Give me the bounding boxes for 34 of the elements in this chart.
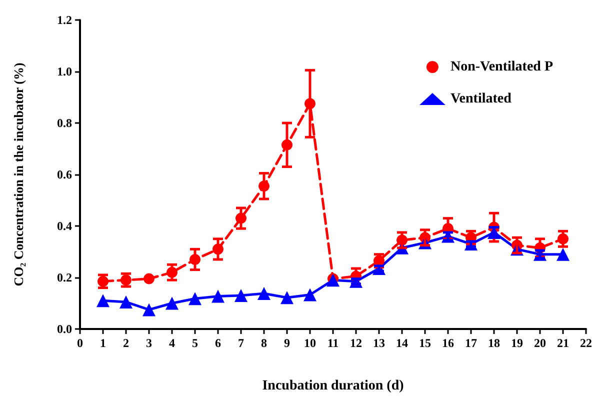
x-tick-label: 8: [261, 336, 267, 350]
x-tick-label: 14: [396, 336, 408, 350]
legend-label: Non-Ventilated P: [450, 60, 554, 74]
x-tick-label: 9: [284, 336, 290, 350]
y-tick-label: 1.0: [57, 64, 72, 78]
y-tick-label: 0.0: [57, 322, 72, 336]
x-tick-label: 0: [77, 336, 83, 350]
x-axis-title: Incubation duration (d): [262, 378, 404, 394]
y-tick-label: 0.8: [57, 116, 72, 130]
y-tick-label: 0.6: [57, 168, 72, 182]
x-tick-label: 4: [169, 336, 175, 350]
x-tick-label: 16: [442, 336, 454, 350]
x-tick-label: 21: [557, 336, 569, 350]
x-tick-label: 3: [146, 336, 152, 350]
x-tick-label: 19: [511, 336, 523, 350]
legend-label: Ventilated: [450, 92, 512, 106]
x-tick-label: 5: [192, 336, 198, 350]
x-tick-label: 7: [238, 336, 244, 350]
x-tick-label: 6: [215, 336, 221, 350]
y-axis-title: CO₂ Concentration in the incubator (%): [11, 62, 26, 286]
y-tick-label: 1.2: [57, 13, 72, 27]
y-tick-label: 0.4: [57, 219, 72, 233]
x-tick-label: 10: [304, 336, 316, 350]
x-tick-label: 20: [534, 336, 546, 350]
x-tick-label: 15: [419, 336, 431, 350]
x-tick-label: 12: [350, 336, 362, 350]
y-tick-label: 0.2: [57, 270, 72, 284]
x-tick-label: 11: [327, 336, 339, 350]
x-tick-label: 2: [123, 336, 129, 350]
x-tick-label: 13: [373, 336, 385, 350]
x-tick-label: 22: [580, 336, 592, 350]
x-tick-label: 1: [100, 336, 106, 350]
x-tick-label: 17: [465, 336, 477, 350]
x-tick-label: 18: [488, 336, 500, 350]
